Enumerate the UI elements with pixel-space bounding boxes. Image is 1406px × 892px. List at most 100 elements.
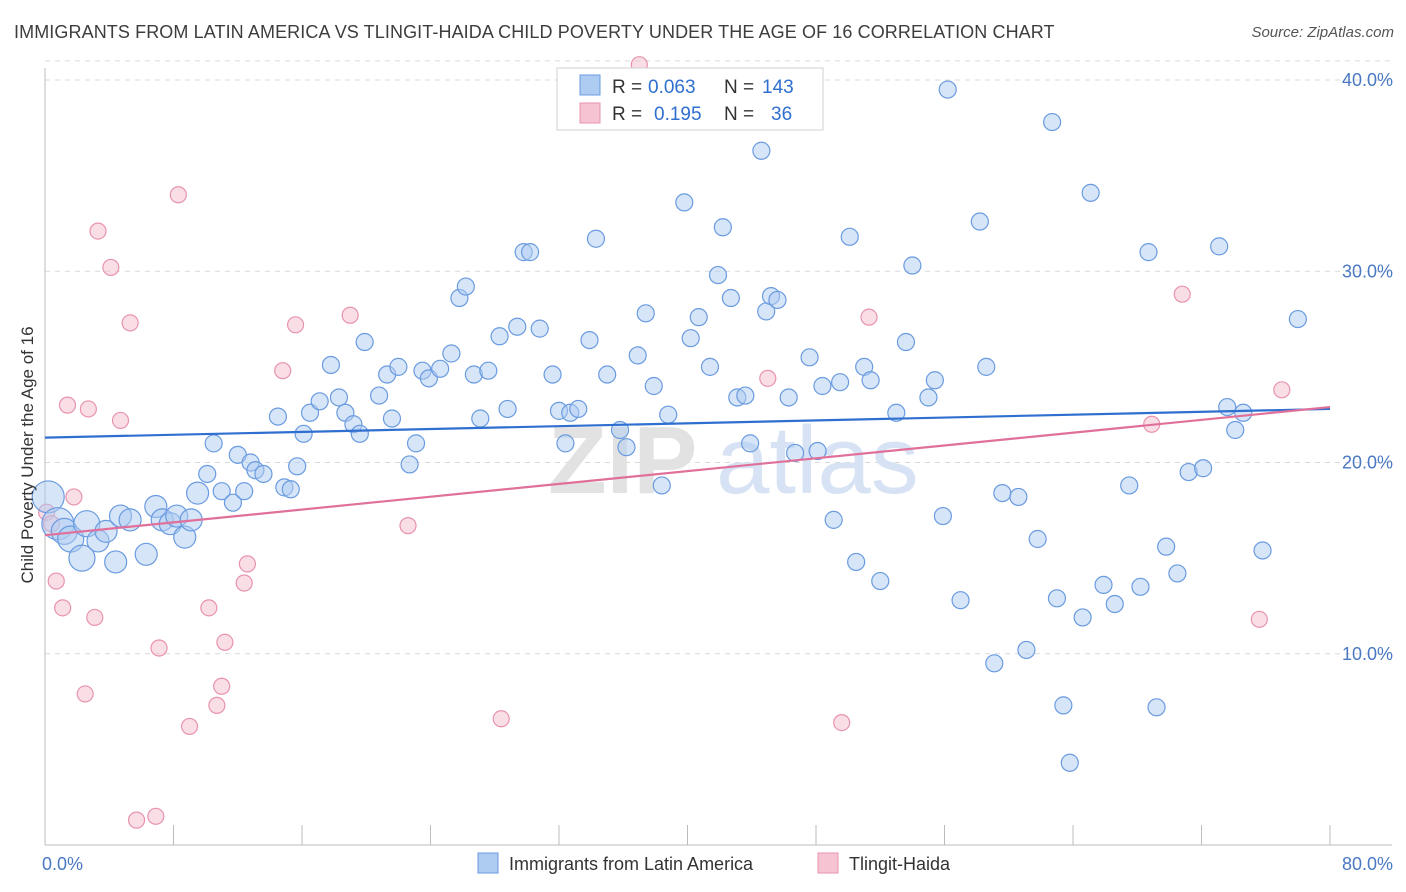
legend-swatch-latin-america: [477, 852, 499, 874]
latin-america-point-27: [254, 464, 273, 484]
latin-america-point-45: [400, 455, 419, 474]
latin-america-point-136: [1226, 420, 1245, 440]
tlingit-haida-point-4: [58, 396, 77, 414]
latin-america-point-50: [442, 344, 461, 363]
latin-america-point-121: [1060, 753, 1079, 772]
latin-america-point-77: [675, 193, 694, 212]
watermark-atlas: atlas: [716, 407, 919, 514]
latin-america-point-66: [569, 399, 588, 419]
latin-america-point-58: [508, 317, 527, 336]
tlingit-haida-point-11: [111, 411, 130, 430]
latin-america-point-130: [1157, 537, 1176, 556]
y-axis-label: Child Poverty Under the Age of 16: [18, 326, 37, 583]
tlingit-haida-point-22: [235, 574, 253, 592]
y-tick-label-2: 30.0%: [1342, 261, 1393, 281]
tlingit-haida-point-19: [208, 696, 226, 714]
latin-america-point-32: [294, 424, 313, 443]
latin-america-point-108: [933, 506, 952, 526]
latin-america-point-85: [736, 386, 755, 405]
tlingit-haida-point-12: [121, 314, 139, 332]
tlingit-haida-point-6: [76, 685, 94, 703]
tlingit-haida-point-18: [200, 599, 218, 617]
latin-america-point-49: [431, 359, 450, 378]
tlingit-haida-point-8: [86, 608, 104, 627]
latin-america-point-64: [556, 434, 575, 453]
stats-legend-box: [556, 67, 824, 131]
latin-america-point-43: [382, 409, 402, 428]
latin-america-point-125: [1105, 594, 1124, 614]
latin-america-point-131: [1168, 564, 1187, 583]
y-tick-label-3: 40.0%: [1342, 70, 1393, 90]
latin-america-point-126: [1120, 476, 1139, 495]
latin-america-point-75: [652, 476, 671, 495]
latin-america-point-93: [800, 348, 819, 367]
latin-america-point-57: [498, 399, 517, 419]
latin-america-point-119: [1047, 589, 1067, 608]
tlingit-haida-point-13: [127, 811, 146, 829]
latin-america-point-82: [713, 218, 732, 237]
latin-america-point-44: [389, 357, 408, 376]
latin-america-point-112: [977, 357, 996, 376]
latin-america-point-54: [471, 409, 490, 428]
tlingit-haida-point-2: [47, 572, 65, 590]
latin-america-point-106: [919, 388, 938, 407]
series-legend: Immigrants from Latin America Tlingit-Ha…: [477, 852, 951, 874]
latin-america-point-99: [847, 552, 866, 572]
latin-america-point-139: [1288, 309, 1307, 329]
latin-america-point-87: [752, 141, 771, 160]
legend-swatch-tlingit-haida: [817, 852, 839, 874]
tlingit-haida-point-10: [102, 258, 120, 277]
latin-america-point-83: [721, 288, 740, 308]
latin-america-point-102: [871, 571, 890, 591]
latin-america-point-134: [1210, 237, 1229, 256]
latin-america-point-105: [903, 256, 922, 275]
chart-title: IMMIGRANTS FROM LATIN AMERICA VS TLINGIT…: [14, 22, 1055, 42]
latin-america-point-39: [350, 424, 369, 443]
latin-america-point-123: [1081, 183, 1100, 202]
latin-america-point-34: [310, 392, 329, 411]
latin-america-point-129: [1147, 698, 1166, 717]
latin-america-point-60: [520, 243, 540, 262]
latin-america-point-81: [708, 265, 728, 285]
latin-america-point-31: [288, 457, 307, 476]
latin-america-point-91: [779, 388, 798, 407]
latin-america-point-22: [223, 493, 243, 512]
tlingit-haida-point-31: [833, 713, 851, 732]
stats-r-value-pink: 0.195: [654, 104, 702, 125]
latin-america-point-67: [580, 331, 599, 350]
latin-america-point-114: [993, 484, 1012, 503]
latin-america-point-35: [321, 355, 341, 375]
latin-america-point-135: [1218, 397, 1237, 417]
x-tick-label-min: 0.0%: [42, 854, 83, 874]
latin-america-point-73: [636, 304, 655, 323]
tlingit-haida-point-23: [238, 555, 256, 573]
latin-america-point-24: [235, 482, 254, 501]
latin-america-point-78: [681, 329, 700, 348]
stats-r-label-blue: R =: [612, 77, 642, 98]
latin-america-point-68: [586, 229, 606, 248]
latin-america-point-74: [644, 376, 663, 396]
stats-n-value-pink: 36: [771, 104, 792, 125]
tlingit-haida-point-16: [169, 186, 187, 204]
stats-n-value-blue: 143: [762, 77, 794, 98]
latin-america-point-115: [1009, 487, 1028, 507]
latin-america-point-118: [1043, 112, 1062, 132]
tlingit-haida-point-14: [147, 807, 165, 825]
latin-america-point-69: [598, 365, 617, 384]
latin-america-point-90: [768, 290, 787, 310]
source-credit: Source: ZipAtlas.com: [1251, 24, 1394, 41]
tlingit-haida-point-34: [1173, 285, 1191, 303]
latin-america-point-19: [198, 464, 217, 484]
latin-america-point-107: [925, 371, 944, 390]
latin-america-point-40: [355, 332, 374, 352]
tlingit-haida-point-36: [1273, 381, 1291, 399]
trend-lines: [44, 405, 1331, 537]
tlingit-haida-point-30: [759, 369, 777, 387]
stats-r-label-pink: R =: [612, 104, 642, 125]
latin-america-point-46: [406, 434, 426, 453]
stats-n-label-pink: N =: [724, 104, 754, 125]
latin-america-point-94: [808, 441, 827, 461]
latin-america-point-97: [830, 373, 850, 392]
latin-america-point-80: [700, 357, 720, 376]
tlingit-haida-point-9: [89, 222, 107, 240]
